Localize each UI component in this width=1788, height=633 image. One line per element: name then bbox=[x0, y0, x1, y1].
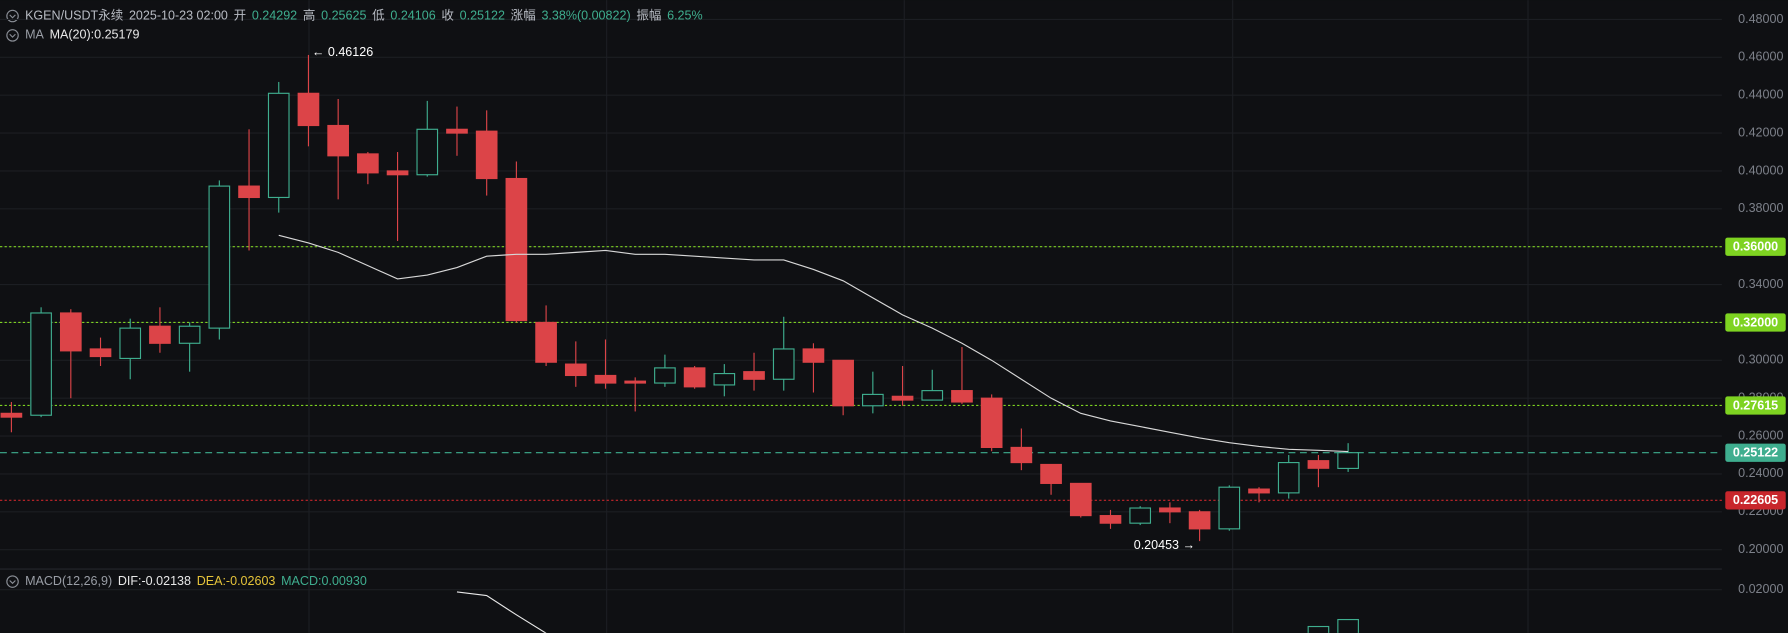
y-tick-label: 0.34000 bbox=[1738, 277, 1783, 291]
candle-body bbox=[1218, 486, 1241, 530]
ma-line bbox=[278, 234, 1349, 453]
header-text: MACD:0.00930 bbox=[281, 574, 367, 588]
price-level-tag bbox=[1725, 237, 1786, 256]
header-text: 3.38%(0.00822) bbox=[541, 8, 630, 22]
price-level-label: 0.27615 bbox=[1733, 398, 1778, 412]
candle-body bbox=[1307, 460, 1330, 469]
candle-body bbox=[238, 185, 260, 199]
price-level-tag bbox=[1725, 491, 1786, 510]
candle-body bbox=[1277, 462, 1300, 494]
annotation: 0.20453 → bbox=[1134, 538, 1195, 552]
dif-line bbox=[456, 591, 547, 633]
header-text: DEA:-0.02603 bbox=[197, 574, 276, 588]
header-text: 振幅 bbox=[636, 8, 661, 22]
candle-body bbox=[30, 312, 52, 416]
candle-body bbox=[1337, 452, 1359, 469]
header-icons bbox=[6, 9, 19, 588]
y-tick-label: 0.24000 bbox=[1738, 466, 1783, 480]
y-tick-label: 0.26000 bbox=[1738, 428, 1783, 442]
y-tick-label: 0.20000 bbox=[1738, 542, 1783, 556]
candle-body bbox=[1159, 507, 1181, 513]
candle-body bbox=[1129, 507, 1152, 524]
y-tick-label: 0.30000 bbox=[1738, 353, 1783, 367]
candle-body bbox=[149, 325, 171, 344]
price-level-label: 0.22605 bbox=[1733, 493, 1778, 507]
header-text: DIF:-0.02138 bbox=[118, 574, 191, 588]
candle-body bbox=[297, 92, 320, 127]
candle-body bbox=[624, 380, 647, 384]
header-text: 高 bbox=[303, 7, 316, 22]
header-text: 6.25% bbox=[667, 8, 703, 22]
y-tick-label: 0.48000 bbox=[1738, 12, 1783, 26]
candle-body bbox=[1188, 511, 1211, 530]
header-text: 0.24292 bbox=[252, 8, 297, 22]
candle-body bbox=[208, 185, 231, 329]
header-text: KGEN/USDT永续 bbox=[25, 8, 123, 22]
candle-body bbox=[178, 325, 201, 344]
price-level-label: 0.25122 bbox=[1733, 446, 1778, 460]
header-text: 开 bbox=[234, 8, 247, 22]
header-text: MA bbox=[25, 28, 44, 42]
header-text: 0.25625 bbox=[321, 8, 366, 22]
candle-body bbox=[951, 390, 973, 403]
candle-body bbox=[1040, 463, 1062, 484]
header-text: 0.24106 bbox=[390, 8, 435, 22]
candle-body bbox=[1069, 482, 1092, 517]
candle-body bbox=[59, 312, 82, 352]
y-tick-label: 0.42000 bbox=[1738, 125, 1783, 139]
candle-body bbox=[89, 348, 112, 358]
candle-body bbox=[267, 92, 290, 199]
candle-body bbox=[594, 374, 617, 384]
price-level-tag bbox=[1725, 396, 1786, 415]
candle-body bbox=[1099, 515, 1122, 524]
candle-body bbox=[1248, 488, 1270, 494]
y-tick-label: 0.46000 bbox=[1738, 50, 1783, 64]
candle-body bbox=[416, 128, 439, 176]
candle-body bbox=[862, 393, 884, 407]
candle-body bbox=[475, 130, 498, 180]
macd-bar bbox=[1307, 625, 1330, 633]
candle-body bbox=[1010, 446, 1033, 464]
y-tick-label: 0.02000 bbox=[1738, 582, 1783, 596]
header-text: 涨幅 bbox=[511, 8, 536, 22]
candle-body bbox=[921, 390, 944, 401]
candle-body bbox=[535, 321, 557, 363]
candle-body bbox=[327, 124, 349, 157]
header-text: MA(20):0.25179 bbox=[50, 28, 140, 42]
candle-body bbox=[654, 367, 676, 384]
candle-body bbox=[713, 373, 736, 386]
candle-body bbox=[386, 170, 409, 176]
header-text: 收 bbox=[441, 8, 454, 22]
candle-body bbox=[891, 395, 914, 401]
annotation: ← 0.46126 bbox=[312, 45, 373, 59]
header-text: 0.25122 bbox=[460, 8, 505, 22]
candle-body bbox=[564, 363, 587, 377]
header-text: 低 bbox=[372, 8, 385, 22]
y-tick-label: 0.44000 bbox=[1738, 88, 1783, 102]
candle-body bbox=[832, 359, 854, 407]
candle-body bbox=[357, 153, 379, 174]
candle-body bbox=[802, 348, 825, 363]
candle-body bbox=[505, 177, 528, 322]
macd-bar bbox=[1337, 618, 1359, 633]
candle-body bbox=[446, 128, 468, 134]
header-text: MACD(12,26,9) bbox=[25, 574, 112, 588]
price-level-tag bbox=[1725, 443, 1786, 462]
y-tick-label: 0.38000 bbox=[1738, 201, 1783, 215]
candle-body bbox=[683, 367, 706, 388]
candle-body bbox=[980, 397, 1003, 448]
candle-body bbox=[772, 348, 795, 380]
header-text: 2025-10-23 02:00 bbox=[129, 8, 228, 22]
y-tick-label: 0.40000 bbox=[1738, 163, 1783, 177]
price-level-label: 0.32000 bbox=[1733, 315, 1778, 329]
candle-body bbox=[743, 371, 765, 380]
price-level-label: 0.36000 bbox=[1733, 240, 1778, 254]
candle-body bbox=[0, 412, 23, 418]
price-level-tag bbox=[1725, 313, 1786, 332]
candle-body bbox=[119, 327, 142, 359]
